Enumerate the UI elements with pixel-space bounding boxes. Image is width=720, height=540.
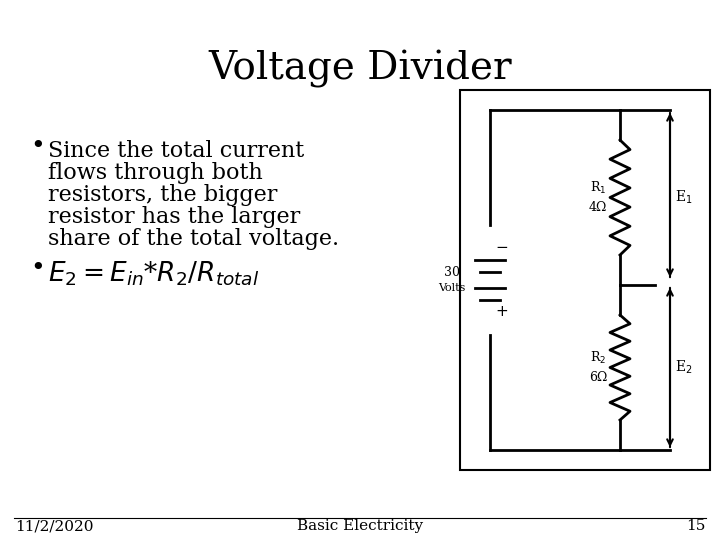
- Text: share of the total voltage.: share of the total voltage.: [48, 228, 339, 250]
- Bar: [460, 90, 710, 470]
- Text: flows through both: flows through both: [48, 162, 263, 184]
- Text: −: −: [495, 240, 508, 255]
- Text: R$_1$: R$_1$: [590, 179, 606, 195]
- Text: 15: 15: [685, 519, 705, 533]
- Text: 11/2/2020: 11/2/2020: [15, 519, 94, 533]
- Text: R$_2$: R$_2$: [590, 349, 606, 366]
- Text: Basic Electricity: Basic Electricity: [297, 519, 423, 533]
- Text: Volts: Volts: [438, 283, 466, 293]
- Text: resistors, the bigger: resistors, the bigger: [48, 184, 277, 206]
- Text: 30: 30: [444, 266, 460, 279]
- Text: •: •: [30, 257, 45, 280]
- Text: resistor has the larger: resistor has the larger: [48, 206, 300, 228]
- Text: Voltage Divider: Voltage Divider: [208, 50, 512, 88]
- Text: E$_2$: E$_2$: [675, 359, 693, 376]
- Text: +: +: [495, 305, 508, 320]
- Text: 6Ω: 6Ω: [589, 371, 607, 384]
- Text: E$_1$: E$_1$: [675, 189, 693, 206]
- Text: $E_2 = E_{in}$*$ R_2 / R_{total}$: $E_2 = E_{in}$*$ R_2 / R_{total}$: [48, 260, 259, 288]
- Text: Since the total current: Since the total current: [48, 140, 305, 162]
- Text: •: •: [30, 135, 45, 158]
- Text: 4Ω: 4Ω: [589, 201, 607, 214]
